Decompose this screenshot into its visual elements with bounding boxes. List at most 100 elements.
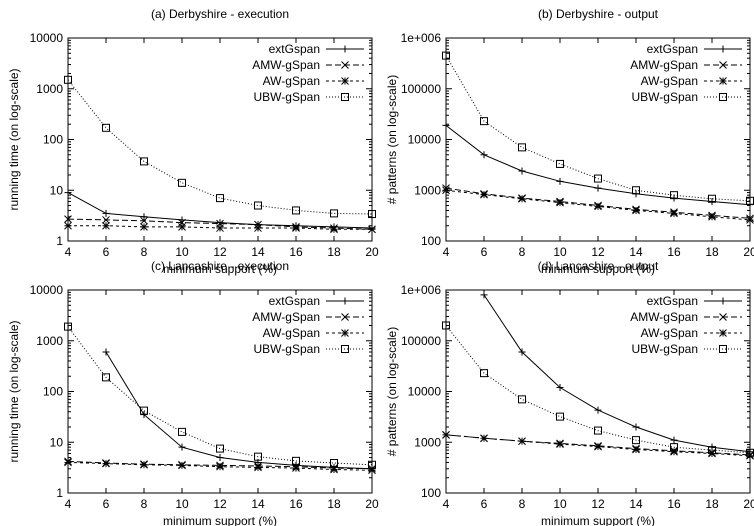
data-point [594, 426, 602, 435]
data-point [178, 461, 186, 470]
chart-title: (b) Derbyshire - output [538, 7, 659, 21]
x-tick-label: 18 [705, 245, 719, 259]
y-tick-label: 1000 [36, 82, 63, 96]
data-point [708, 446, 716, 455]
data-point [368, 466, 376, 475]
y-axis-label: running time (on log-scale) [7, 320, 21, 462]
y-axis-label: running time (on log-scale) [7, 68, 21, 210]
data-point [442, 430, 450, 439]
x-tick-label: 6 [481, 497, 488, 511]
y-tick-label: 1e+006 [401, 283, 442, 297]
series-aw-gspan [64, 458, 376, 475]
x-tick-label: 12 [591, 497, 605, 511]
x-tick-label: 14 [629, 245, 643, 259]
chart-panel-1: (a) Derbyshire - execution 4 6 8 10 12 14 16 18 2… [7, 7, 379, 276]
data-point [632, 206, 640, 215]
data-point [254, 452, 262, 461]
data-point [140, 213, 148, 221]
data-point [442, 321, 450, 330]
y-tick-label: 10 [50, 183, 64, 197]
legend-marker [341, 313, 349, 321]
data-point [254, 224, 262, 232]
legend: extGspan AMW-gSpan AW-gSpan UBW-gSpan [252, 294, 364, 356]
x-tick-label: 12 [213, 497, 227, 511]
y-tick-label: 10000 [30, 283, 64, 297]
y-tick-label: 1000 [414, 183, 441, 197]
data-point [442, 51, 450, 60]
series-line [483, 294, 751, 453]
y-axis-label: # patterns (on log-scale) [385, 327, 399, 456]
data-point [368, 225, 376, 234]
x-tick-label: 6 [481, 245, 488, 259]
data-point [64, 322, 72, 331]
x-tick-label: 14 [629, 497, 643, 511]
y-tick-label: 100 [43, 385, 63, 399]
data-point [518, 395, 526, 404]
x-tick-label: 18 [327, 245, 341, 259]
x-axis-label: minimum support (%) [163, 514, 277, 526]
data-point [670, 209, 678, 218]
legend-label: AW-gSpan [263, 326, 320, 340]
legend: extGspan AMW-gSpan AW-gSpan UBW-gSpan [630, 294, 742, 356]
data-point [368, 460, 376, 469]
data-point [64, 458, 72, 467]
y-tick-label: 1 [56, 486, 63, 500]
data-point [556, 383, 564, 391]
series-line [445, 55, 751, 202]
x-tick-label: 8 [141, 497, 148, 511]
legend-marker [719, 297, 727, 305]
plot-frame [445, 289, 751, 494]
legend-marker [341, 77, 349, 85]
series-line [67, 79, 373, 215]
x-tick-label: 6 [103, 245, 110, 259]
data-point [670, 191, 678, 200]
y-tick-label: 100000 [401, 334, 441, 348]
data-point [292, 456, 300, 465]
x-tick-label: 16 [289, 497, 303, 511]
series-aw-gspan [442, 430, 754, 460]
chart-panel-4: (d) Lancashire - output 4 6 8 10 12 14 16 18 20 10… [385, 259, 754, 526]
x-tick-label: 4 [443, 245, 450, 259]
data-point [178, 443, 186, 451]
legend-marker [341, 345, 349, 353]
chart-title: (a) Derbyshire - execution [151, 7, 289, 21]
chart-title: (c) Lancashire - execution [151, 259, 289, 273]
data-point [102, 373, 110, 382]
y-tick-label: 100 [421, 486, 441, 500]
y-tick-label: 10000 [30, 31, 64, 45]
data-point [632, 445, 640, 454]
data-point [178, 178, 186, 187]
data-point [594, 184, 602, 192]
legend-label: extGspan [269, 42, 320, 56]
data-point [102, 459, 110, 468]
data-point [140, 406, 148, 415]
data-point [102, 216, 110, 224]
data-point [480, 434, 488, 443]
legend-label: extGspan [647, 294, 698, 308]
data-point [708, 194, 716, 203]
data-point [556, 412, 564, 421]
data-point [480, 291, 488, 299]
data-point [102, 221, 110, 230]
x-tick-label: 20 [743, 497, 754, 511]
y-tick-label: 1000 [36, 334, 63, 348]
data-point [216, 444, 224, 453]
series-line [445, 125, 751, 206]
legend-marker [719, 61, 727, 69]
legend-marker [341, 297, 349, 305]
legend-label: UBW-gSpan [632, 342, 698, 356]
legend-marker [341, 45, 349, 53]
legend: extGspan AMW-gSpan AW-gSpan UBW-gSpan [252, 42, 364, 104]
data-point [632, 186, 640, 195]
data-point [330, 459, 338, 468]
plot-frame [445, 37, 751, 242]
data-point [442, 186, 450, 195]
data-point [518, 437, 526, 446]
legend-marker [341, 329, 349, 337]
chart-panel-3: (c) Lancashire - execution 4 6 8 10 12 14 16 18 2… [7, 259, 379, 526]
data-point [216, 194, 224, 203]
y-tick-label: 10000 [408, 133, 442, 147]
data-point [746, 216, 754, 224]
data-point [216, 454, 224, 462]
